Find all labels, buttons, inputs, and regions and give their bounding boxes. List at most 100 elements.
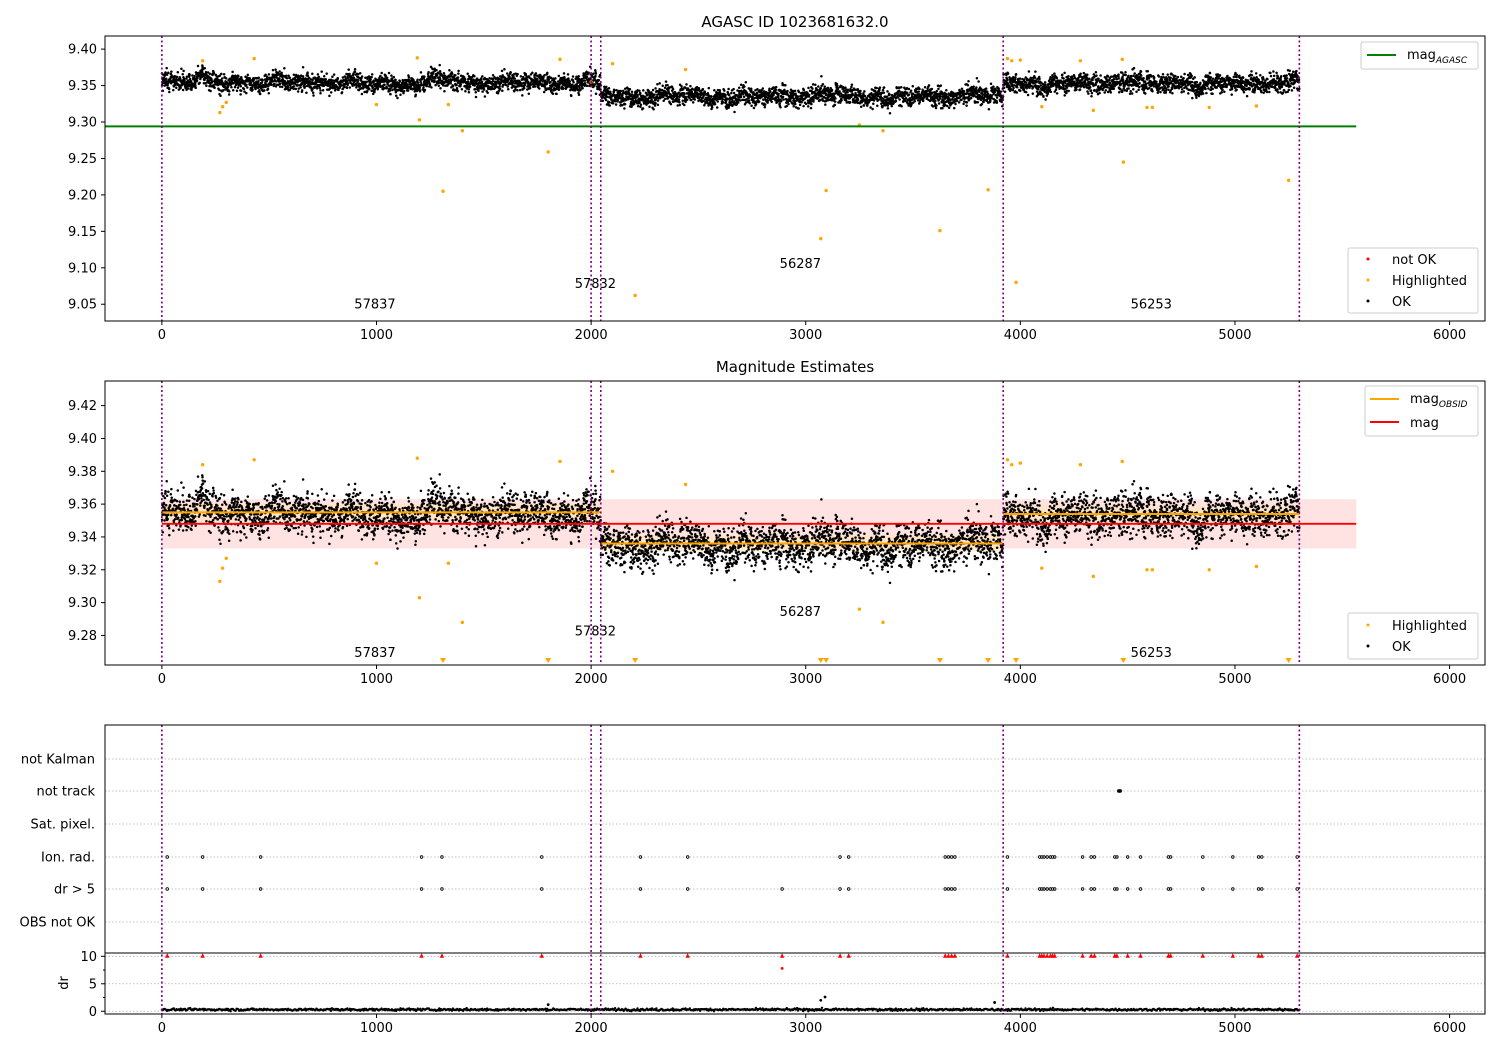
ok-point: [358, 72, 362, 75]
ok-point: [418, 86, 421, 89]
ok-point: [455, 83, 458, 87]
ok-point: [243, 90, 246, 93]
ok-point: [341, 81, 344, 84]
ok-point: [286, 86, 290, 89]
ok-point: [577, 74, 580, 78]
ok-point: [347, 68, 350, 71]
ok-point: [656, 99, 660, 102]
ok-point: [1124, 73, 1127, 77]
ok-point: [1113, 77, 1116, 81]
ok-point: [280, 71, 283, 75]
ok-point: [598, 73, 602, 77]
ok-point: [742, 95, 746, 98]
ok-point: [403, 78, 407, 82]
ok-point: [398, 80, 402, 83]
ok-point: [356, 78, 360, 81]
ok-point: [976, 100, 980, 104]
ok-point: [346, 82, 350, 85]
ok-point: [671, 87, 675, 91]
ok-point: [228, 90, 231, 93]
ok-point: [249, 81, 253, 85]
ok-point: [281, 74, 285, 77]
ok-point: [271, 68, 275, 72]
ok-point: [349, 75, 353, 78]
ok-point: [663, 97, 667, 101]
ok-point: [782, 98, 785, 101]
ok-point: [907, 93, 911, 96]
ok-point: [610, 97, 613, 101]
ok-point: [423, 75, 426, 78]
ok-point: [365, 90, 369, 93]
ok-point: [239, 84, 243, 88]
ok-point: [430, 86, 433, 89]
ok-point: [1011, 88, 1015, 92]
ok-point: [399, 93, 402, 97]
ok-point: [205, 84, 208, 88]
ok-point: [193, 74, 196, 78]
ok-point: [383, 83, 386, 86]
ok-point: [1071, 77, 1074, 81]
ok-point: [419, 71, 423, 74]
ok-point: [474, 91, 478, 94]
ok-point: [807, 86, 810, 90]
ok-point: [862, 104, 866, 107]
ok-point: [248, 83, 252, 87]
ok-point: [648, 105, 651, 108]
ok-point: [607, 100, 611, 104]
ok-point: [562, 87, 565, 90]
ok-point: [784, 83, 787, 87]
ok-point: [394, 78, 397, 82]
ok-point: [885, 95, 889, 98]
ok-point: [966, 83, 970, 87]
ok-point: [1090, 91, 1094, 95]
ok-point: [349, 80, 352, 83]
ok-point: [1094, 83, 1097, 87]
ok-point: [332, 73, 336, 76]
ok-point: [234, 74, 237, 78]
ok-point: [755, 91, 759, 95]
ok-point: [1112, 87, 1116, 91]
ok-point: [939, 84, 943, 87]
ok-point: [785, 104, 789, 108]
ok-point: [486, 91, 489, 95]
ok-point: [343, 85, 346, 89]
ok-point: [1093, 88, 1096, 92]
ok-point: [180, 67, 183, 70]
ok-point: [163, 74, 167, 77]
ok-point: [397, 88, 401, 92]
ok-point: [570, 94, 573, 98]
ok-point: [739, 99, 742, 102]
ok-point: [522, 86, 526, 90]
ok-point: [977, 80, 980, 83]
ok-point: [1019, 89, 1022, 93]
ok-point: [455, 86, 459, 90]
ok-point: [572, 81, 575, 84]
ok-point: [1064, 81, 1067, 85]
ok-point: [239, 89, 243, 93]
ok-point: [1026, 93, 1030, 97]
ok-point: [955, 99, 959, 102]
ok-point: [863, 90, 866, 93]
ok-point: [369, 78, 372, 81]
ok-point: [390, 86, 393, 89]
ok-point: [921, 99, 925, 103]
ok-point: [917, 90, 921, 93]
ok-point: [900, 86, 903, 89]
ok-point: [690, 98, 693, 102]
ok-point: [995, 101, 999, 104]
ok-point: [274, 80, 278, 83]
agasc-panel: AGASC ID 1023681632.0 578375783256287562…: [68, 13, 1486, 343]
ok-point: [710, 95, 713, 98]
ok-point: [1024, 90, 1028, 94]
ok-point: [965, 104, 968, 107]
ok-point: [678, 100, 681, 104]
ok-point: [284, 74, 288, 77]
ok-point: [272, 84, 276, 88]
ok-point: [294, 87, 298, 91]
ok-point: [995, 96, 999, 99]
ok-point: [422, 86, 425, 89]
ok-point: [1117, 73, 1120, 76]
ok-point: [806, 105, 810, 108]
ok-point: [268, 76, 272, 80]
